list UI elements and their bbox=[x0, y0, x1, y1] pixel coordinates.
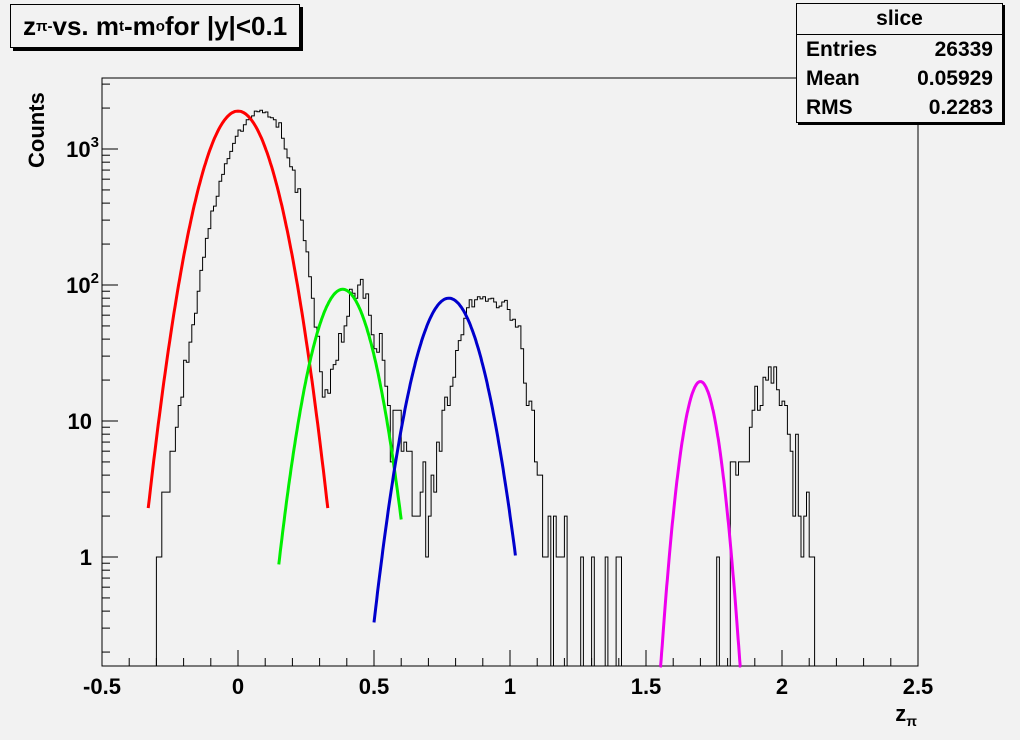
fit-curve-2 bbox=[372, 296, 517, 623]
fit-curve-3 bbox=[659, 380, 742, 668]
fit-curve-1 bbox=[277, 287, 403, 565]
y-tick-label: 102 bbox=[66, 270, 99, 298]
x-tick-label: 1 bbox=[504, 674, 516, 699]
histogram-outline bbox=[155, 109, 823, 667]
y-tick-label: 103 bbox=[66, 134, 99, 162]
plot-frame bbox=[101, 77, 919, 667]
fit-curve-0 bbox=[146, 109, 330, 509]
x-tick-label: 0 bbox=[232, 674, 244, 699]
x-tick-label: 2 bbox=[776, 674, 788, 699]
stats-title: slice bbox=[797, 4, 1002, 35]
fit-curves-group bbox=[146, 109, 742, 668]
tick-labels-group: -0.5 0 0.5 1 1.5 2 2.5 1 10 102 103 bbox=[66, 134, 933, 699]
stats-box: slice Entries 26339 Mean 0.05929 RMS 0.2283 bbox=[796, 3, 1003, 123]
axes-group bbox=[101, 83, 919, 666]
stats-row-rms: RMS 0.2283 bbox=[806, 96, 993, 119]
plot-title: z π- vs. m t -m o for |y|<0.1 bbox=[10, 4, 301, 48]
histogram-group bbox=[155, 109, 823, 667]
x-tick-label: -0.5 bbox=[83, 674, 121, 699]
y-tick-label: 1 bbox=[80, 545, 92, 570]
x-tick-label: 2.5 bbox=[903, 674, 934, 699]
y-tick-label: 10 bbox=[68, 409, 92, 434]
stats-row-entries: Entries 26339 bbox=[806, 38, 993, 61]
x-tick-label: 1.5 bbox=[631, 674, 662, 699]
stats-row-mean: Mean 0.05929 bbox=[806, 67, 993, 90]
x-axis-title: zπ bbox=[895, 701, 917, 729]
x-tick-label: 0.5 bbox=[359, 674, 390, 699]
y-axis-title: Counts bbox=[24, 92, 49, 168]
